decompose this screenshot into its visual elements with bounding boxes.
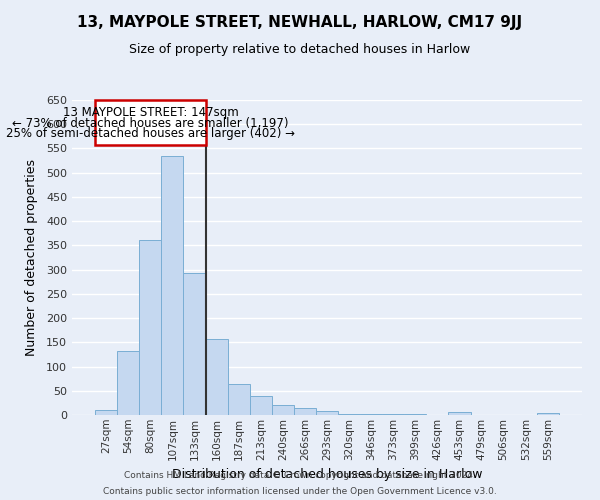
Bar: [382, 414, 404, 415]
Text: ← 73% of detached houses are smaller (1,197): ← 73% of detached houses are smaller (1,…: [12, 117, 289, 130]
Bar: [360, 414, 382, 415]
Bar: [95, 410, 117, 415]
Text: Size of property relative to detached houses in Harlow: Size of property relative to detached ho…: [130, 42, 470, 56]
Bar: [250, 396, 272, 415]
Text: Contains HM Land Registry data © Crown copyright and database right 2024.: Contains HM Land Registry data © Crown c…: [124, 472, 476, 480]
Bar: [227, 384, 250, 415]
Bar: [338, 414, 360, 415]
Text: 13, MAYPOLE STREET, NEWHALL, HARLOW, CM17 9JJ: 13, MAYPOLE STREET, NEWHALL, HARLOW, CM1…: [77, 15, 523, 30]
Bar: [294, 408, 316, 415]
Y-axis label: Number of detached properties: Number of detached properties: [25, 159, 38, 356]
Text: 25% of semi-detached houses are larger (402) →: 25% of semi-detached houses are larger (…: [6, 127, 295, 140]
Bar: [184, 274, 206, 415]
Bar: [117, 350, 139, 415]
X-axis label: Distribution of detached houses by size in Harlow: Distribution of detached houses by size …: [172, 468, 482, 481]
Bar: [161, 156, 184, 415]
Text: 13 MAYPOLE STREET: 147sqm: 13 MAYPOLE STREET: 147sqm: [62, 106, 238, 120]
Bar: [316, 410, 338, 415]
Bar: [448, 412, 470, 415]
FancyBboxPatch shape: [95, 100, 206, 144]
Text: Contains public sector information licensed under the Open Government Licence v3: Contains public sector information licen…: [103, 486, 497, 496]
Bar: [206, 339, 227, 415]
Bar: [537, 412, 559, 415]
Bar: [272, 406, 294, 415]
Bar: [404, 414, 427, 415]
Bar: [139, 240, 161, 415]
